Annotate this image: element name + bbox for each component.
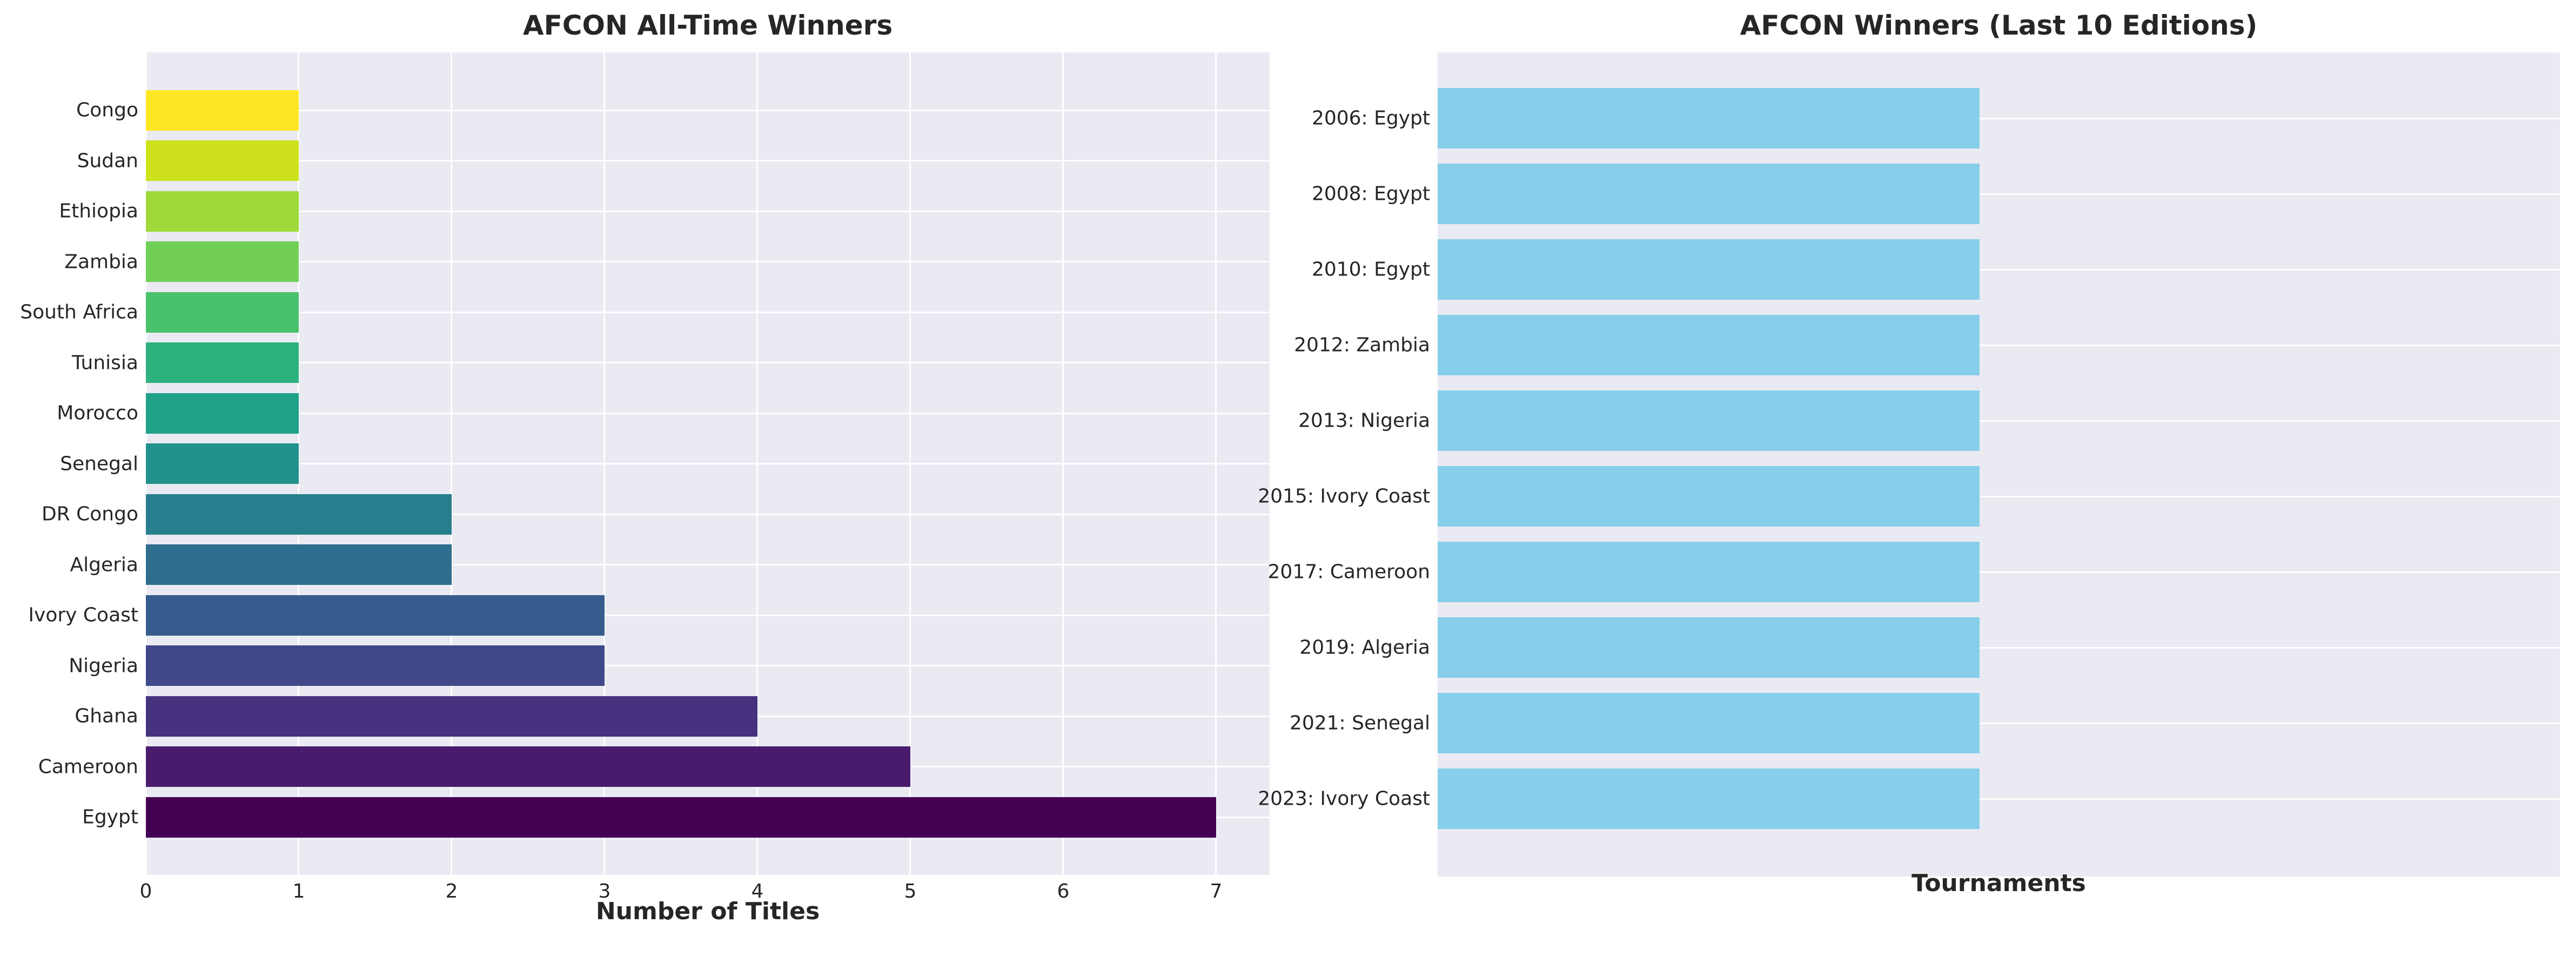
bar-2006-egypt (1438, 88, 1980, 149)
gridline-horizontal (1438, 722, 2560, 724)
category-label: 2010: Egypt (1311, 258, 1430, 281)
plot-area-all-time (145, 52, 1270, 875)
bar-tunisia (146, 342, 299, 383)
gridline-horizontal (1438, 571, 2560, 573)
bar-2019-algeria (1438, 617, 1980, 678)
category-label: 2017: Cameroon (1267, 561, 1430, 583)
category-label: Tunisia (72, 351, 138, 374)
category-label: 2012: Zambia (1294, 334, 1430, 356)
gridline-horizontal (1438, 117, 2560, 119)
category-label: 2021: Senegal (1289, 712, 1430, 734)
plot-area-last-10 (1438, 52, 2560, 877)
gridline-horizontal (146, 362, 1270, 363)
bar-ghana (146, 696, 757, 737)
gridline-horizontal (146, 564, 1270, 565)
bar-2012-zambia (1438, 315, 1980, 375)
category-label: Algeria (70, 553, 139, 576)
gridline-vertical (756, 52, 759, 875)
x-tick-label: 5 (904, 880, 917, 902)
gridline-horizontal (146, 261, 1270, 262)
gridline-vertical (909, 52, 911, 875)
gridline-horizontal (1438, 193, 2560, 195)
bar-2008-egypt (1438, 164, 1980, 224)
bar-ivory-coast (146, 595, 605, 636)
category-label: Egypt (82, 806, 138, 828)
bar-nigeria (146, 645, 605, 686)
gridline-vertical (603, 52, 606, 875)
category-label: Senegal (60, 452, 138, 475)
category-label: 2015: Ivory Coast (1258, 485, 1430, 508)
bar-ethiopia (146, 191, 299, 232)
x-tick-label: 6 (1057, 880, 1070, 902)
bar-egypt (146, 797, 1216, 838)
x-tick-label: 4 (751, 880, 764, 902)
bar-sudan (146, 140, 299, 181)
gridline-vertical (298, 52, 300, 875)
gridline-horizontal (146, 109, 1270, 111)
bar-zambia (146, 241, 299, 282)
category-label: 2023: Ivory Coast (1258, 787, 1430, 810)
gridline-horizontal (146, 614, 1270, 616)
category-label: DR Congo (41, 503, 138, 525)
bar-senegal (146, 443, 299, 484)
bar-2013-nigeria (1438, 390, 1980, 451)
gridline-horizontal (1438, 495, 2560, 497)
x-tick-label: 1 (292, 880, 305, 902)
bar-algeria (146, 544, 452, 585)
bar-congo (146, 90, 299, 131)
gridline-horizontal (146, 210, 1270, 212)
category-label: Morocco (57, 402, 138, 424)
category-label: 2013: Nigeria (1298, 409, 1430, 432)
gridline-horizontal (146, 513, 1270, 515)
category-label: Ethiopia (59, 200, 138, 223)
x-axis-label-number-of-titles: Number of Titles (595, 898, 820, 925)
category-label: Sudan (77, 149, 138, 172)
x-tick-label: 0 (139, 880, 152, 902)
bar-2021-senegal (1438, 693, 1980, 753)
category-label: Nigeria (69, 654, 138, 677)
x-tick-label: 7 (1210, 880, 1223, 902)
gridline-vertical (451, 52, 453, 875)
x-axis-label-tournaments: Tournaments (1911, 870, 2086, 897)
chart-title-last-10: AFCON Winners (Last 10 Editions) (1740, 10, 2258, 41)
gridline-horizontal (1438, 268, 2560, 271)
gridline-horizontal (146, 311, 1270, 313)
category-label: South Africa (20, 301, 138, 324)
bar-2010-egypt (1438, 239, 1980, 300)
bar-2015-ivory-coast (1438, 466, 1980, 527)
category-label: Congo (76, 99, 138, 122)
x-tick-label: 3 (598, 880, 611, 902)
gridline-horizontal (1438, 798, 2560, 800)
category-label: Ghana (75, 705, 138, 727)
bar-2023-ivory-coast (1438, 769, 1980, 829)
gridline-horizontal (146, 160, 1270, 161)
gridline-vertical (1062, 52, 1064, 875)
chart-title-all-time: AFCON All-Time Winners (522, 10, 893, 41)
category-label: Cameroon (38, 755, 138, 778)
gridline-horizontal (146, 463, 1270, 464)
category-label: Zambia (64, 250, 138, 273)
category-label: 2008: Egypt (1311, 183, 1430, 205)
gridline-horizontal (146, 412, 1270, 414)
bar-dr-congo (146, 494, 452, 535)
gridline-horizontal (1438, 420, 2560, 422)
gridline-horizontal (1438, 344, 2560, 346)
bar-2017-cameroon (1438, 542, 1980, 602)
gridline-horizontal (146, 665, 1270, 666)
bar-south-africa (146, 292, 299, 333)
gridline-horizontal (1438, 646, 2560, 649)
bar-cameroon (146, 746, 910, 787)
gridline-vertical (1215, 52, 1217, 875)
category-label: 2006: Egypt (1311, 107, 1430, 130)
x-tick-label: 2 (445, 880, 458, 902)
category-label: 2019: Algeria (1299, 636, 1430, 659)
bar-morocco (146, 393, 299, 434)
category-label: Ivory Coast (28, 604, 138, 626)
